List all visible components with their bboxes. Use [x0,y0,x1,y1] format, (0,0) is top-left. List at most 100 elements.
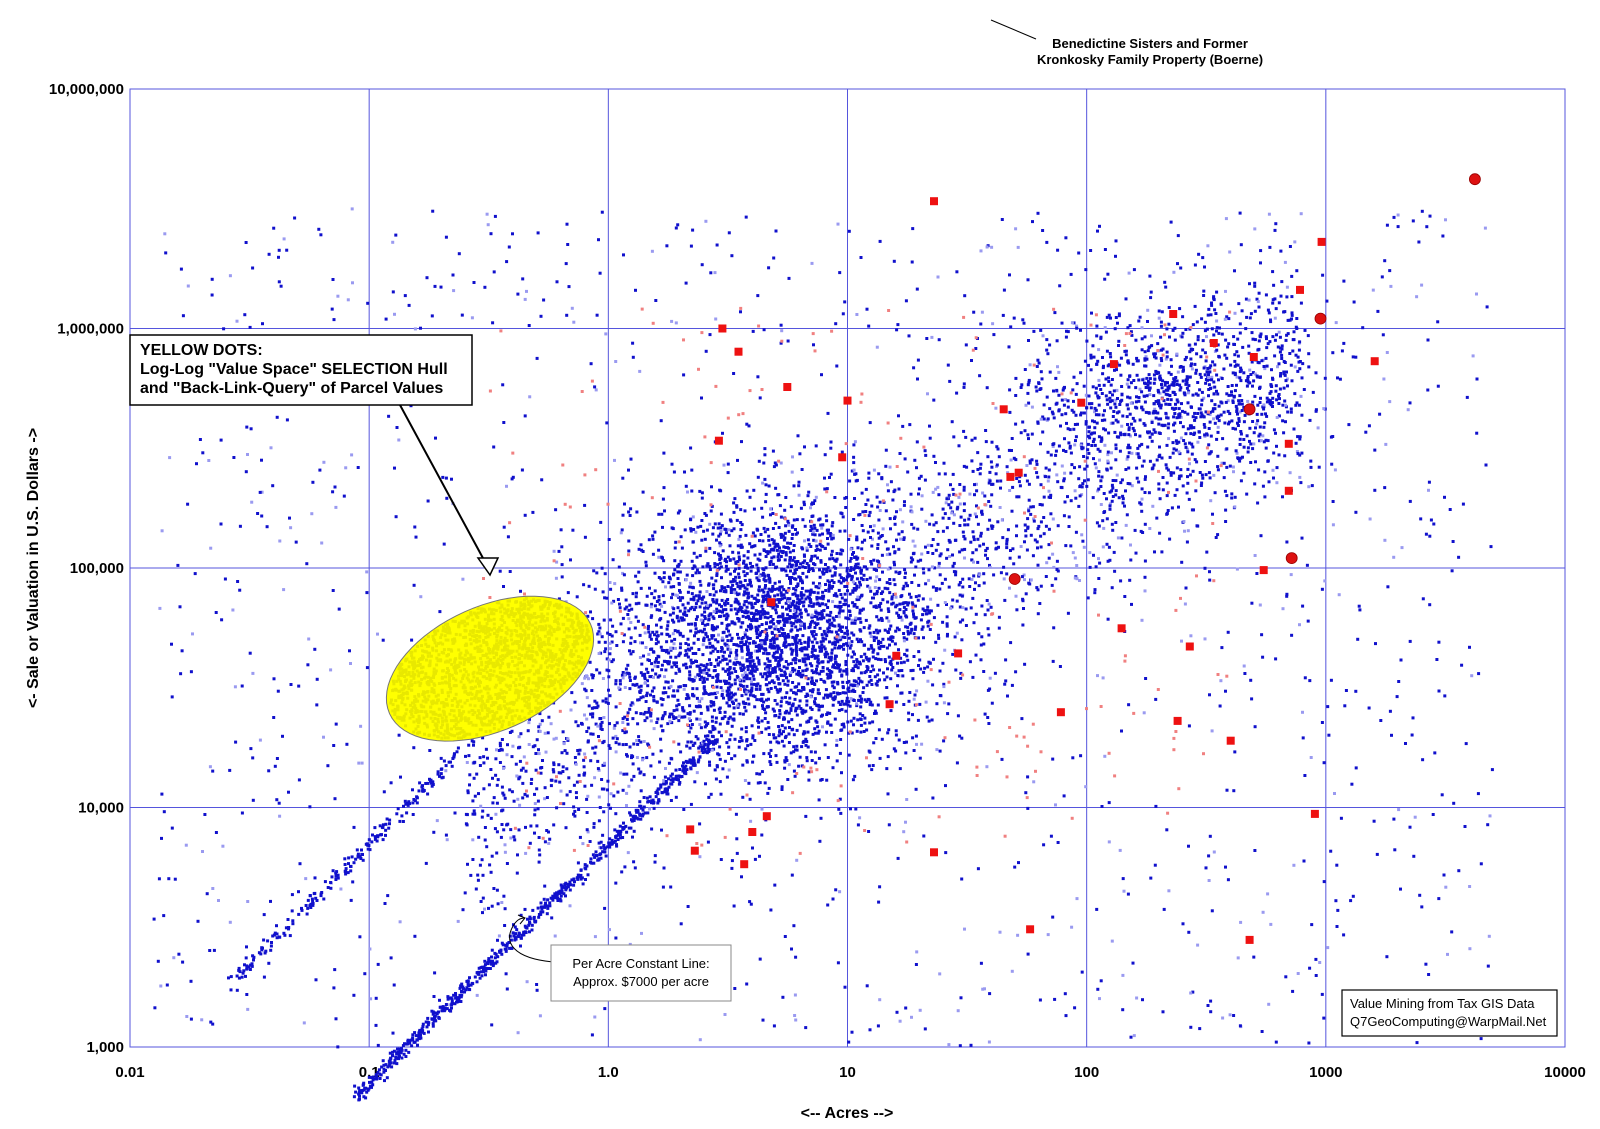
data-point [466,789,470,793]
data-point [859,620,863,624]
data-point [873,592,876,596]
data-point [697,699,701,703]
data-point [801,581,804,585]
data-point [771,449,775,453]
data-point [796,434,800,438]
data-point [869,670,873,673]
data-point [804,668,808,672]
data-point [649,615,653,619]
data-point [802,503,806,507]
data-point [575,796,578,800]
data-point [1114,521,1118,524]
data-point [1185,447,1189,451]
data-point [772,733,776,737]
data-point [806,745,810,749]
data-point [831,703,835,707]
data-point [691,687,695,691]
data-point [781,612,785,616]
data-point [824,514,828,518]
data-point [661,714,665,718]
data-point [956,714,960,718]
data-point [513,838,517,842]
data-point [1179,415,1183,419]
data-point [912,655,916,658]
data-point [932,523,936,527]
data-point [606,788,609,792]
data-point [911,609,915,613]
data-point [1178,383,1182,387]
data-point [1254,460,1257,464]
data-point [605,657,609,661]
data-point [694,735,698,739]
data-point [795,568,799,571]
data-point [702,636,706,640]
data-point [1211,409,1215,413]
data-point [646,658,650,662]
data-point [816,691,820,695]
data-point [1127,433,1131,437]
data-point [831,696,835,700]
data-point [785,759,789,762]
data-point [792,556,796,560]
data-point [652,775,656,779]
data-point [1158,445,1161,449]
data-point [659,577,663,581]
data-point [626,722,630,726]
data-point [732,706,736,710]
data-point [672,470,676,474]
data-point [797,764,801,768]
data-point [831,665,835,669]
data-point [694,594,698,598]
data-point [635,756,639,759]
data-point [670,712,674,716]
data-point [1080,485,1084,489]
data-point [773,594,777,598]
data-point [884,464,888,468]
data-point [1248,368,1252,372]
data-point [691,574,695,578]
data-point [578,835,582,839]
data-point [1015,534,1018,538]
data-point [974,581,977,585]
data-point [1220,461,1224,465]
data-point [881,570,884,574]
data-point [812,630,816,633]
data-point [1190,367,1194,371]
data-point [778,682,782,686]
data-point [1130,602,1133,606]
data-point [740,644,744,648]
data-point [753,602,757,605]
data-point [872,635,876,639]
data-point [728,715,732,719]
data-point [942,682,946,686]
data-point [714,716,718,720]
data-point [672,642,676,646]
data-point [668,719,672,723]
data-point [979,531,983,535]
data-point [767,577,771,581]
data-point [1210,327,1214,331]
data-point [776,644,780,648]
data-point [697,594,701,598]
data-point [1049,493,1053,497]
data-point [761,598,765,602]
data-point [792,549,795,553]
data-point [649,764,653,768]
data-point [781,550,785,553]
data-point [1226,399,1230,403]
data-point [763,708,767,711]
data-point [861,714,865,717]
data-point [799,506,803,510]
data-point [601,677,605,680]
data-point [674,540,678,544]
data-point [723,759,727,763]
data-point [1023,578,1026,582]
data-point [536,807,540,811]
data-point [847,573,851,577]
data-point [751,760,755,764]
data-point [1120,385,1124,388]
data-point [1060,464,1064,468]
data-point [625,753,628,757]
data-point [936,542,940,546]
